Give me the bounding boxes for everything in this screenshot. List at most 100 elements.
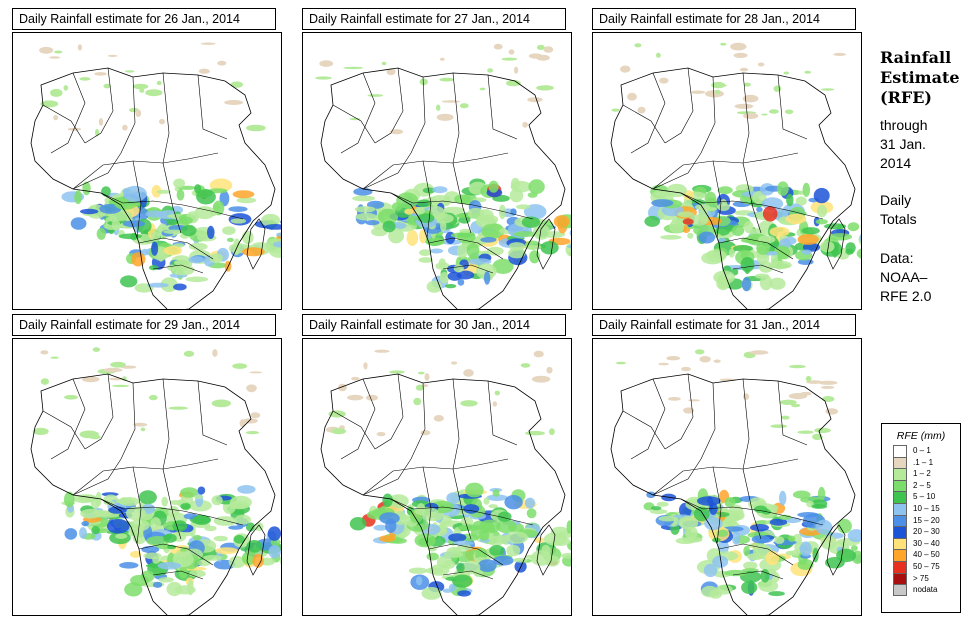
rain-cell	[349, 117, 361, 121]
rain-cell	[170, 264, 195, 276]
rain-cell	[457, 230, 476, 244]
rain-cell	[743, 112, 759, 119]
rain-cell	[156, 189, 171, 194]
rain-cell	[797, 430, 814, 434]
rain-cell	[546, 366, 553, 374]
rain-cell	[439, 272, 450, 284]
africa-map-svg	[30, 347, 281, 615]
africa-map-svg	[315, 43, 571, 309]
rain-cell	[180, 503, 191, 510]
legend-item: 1 – 2	[882, 468, 960, 480]
rain-cell	[783, 236, 797, 245]
rain-cell	[109, 215, 117, 223]
country-border	[332, 104, 376, 144]
rain-cell	[801, 227, 820, 235]
country-border	[120, 76, 136, 154]
rain-cell	[685, 526, 698, 540]
rain-cell	[241, 551, 256, 566]
rain-cell	[836, 548, 857, 563]
rain-cell	[79, 430, 99, 439]
rain-cell	[818, 380, 838, 385]
rain-cell	[480, 237, 497, 243]
country-border	[362, 458, 509, 496]
data-source-line: NOAA–	[880, 269, 928, 285]
country-border	[410, 382, 426, 460]
country-border	[680, 192, 824, 220]
rain-cell	[773, 85, 782, 92]
rain-cell	[549, 428, 555, 436]
rain-cell	[703, 563, 718, 578]
rain-cell	[779, 399, 797, 405]
country-border	[630, 72, 666, 154]
legend-label: 1 – 2	[913, 469, 931, 479]
rain-cell	[821, 88, 835, 91]
rain-cell	[701, 585, 719, 598]
rain-cell	[185, 276, 209, 283]
rain-cell	[197, 486, 206, 495]
rainfall-map	[12, 32, 282, 310]
coastline	[30, 373, 276, 615]
rain-cell	[694, 349, 705, 355]
rain-cell	[465, 482, 484, 498]
rain-cell	[80, 208, 99, 215]
rain-cell	[681, 366, 691, 372]
rain-cell	[762, 206, 778, 222]
rain-cell	[211, 495, 223, 506]
rain-cell	[820, 385, 835, 389]
rain-cell	[795, 196, 807, 206]
country-border	[742, 468, 762, 540]
country-border	[374, 67, 404, 144]
legend-title: RFE (mm)	[896, 430, 946, 442]
rain-cell	[506, 544, 521, 557]
rain-cell	[349, 517, 367, 531]
rain-cell	[249, 371, 263, 374]
country-border	[452, 162, 472, 234]
rain-cell	[82, 181, 91, 196]
rain-cell	[217, 60, 227, 66]
rain-cell	[122, 220, 145, 228]
rain-cell	[513, 231, 538, 238]
country-border	[100, 498, 244, 526]
country-border	[732, 570, 784, 580]
rain-cell	[851, 545, 858, 551]
rain-cell	[439, 77, 454, 82]
rain-cell	[815, 219, 828, 225]
legend-label: 50 – 75	[913, 561, 940, 571]
rain-cell	[457, 244, 468, 259]
rain-cell	[168, 406, 188, 410]
rain-cell	[514, 66, 519, 74]
rain-cell	[163, 533, 177, 543]
rain-cell	[452, 574, 473, 588]
rain-cell	[820, 535, 837, 550]
rain-cell	[382, 493, 393, 508]
legend-swatch	[893, 526, 907, 538]
country-border	[718, 237, 794, 260]
rain-cell	[637, 106, 646, 114]
panel-title: Daily Rainfall estimate for 26 Jan., 201…	[12, 8, 276, 30]
rain-cell	[54, 50, 63, 54]
rain-cell	[200, 42, 216, 45]
rain-cell	[441, 206, 465, 215]
rain-cell	[228, 206, 248, 213]
rain-cell	[805, 375, 812, 382]
rain-cell	[389, 370, 405, 374]
legend-item: 50 – 75	[882, 560, 960, 573]
rain-cell	[649, 509, 668, 515]
country-border	[390, 498, 534, 526]
rain-cell	[319, 60, 334, 67]
rain-cell	[315, 76, 332, 80]
rain-cell	[783, 71, 790, 75]
country-border	[162, 72, 170, 164]
rain-cell	[477, 559, 497, 572]
rain-cell	[715, 89, 721, 95]
rain-cell	[367, 94, 384, 97]
rain-cell	[746, 553, 764, 561]
rain-cell	[566, 520, 571, 534]
rain-cell	[741, 581, 758, 594]
rain-cell	[376, 432, 386, 437]
rain-cell	[528, 179, 545, 195]
rain-cell	[498, 204, 506, 220]
rain-cell	[733, 245, 753, 252]
rain-cell	[785, 213, 807, 225]
rain-cell	[427, 546, 437, 552]
